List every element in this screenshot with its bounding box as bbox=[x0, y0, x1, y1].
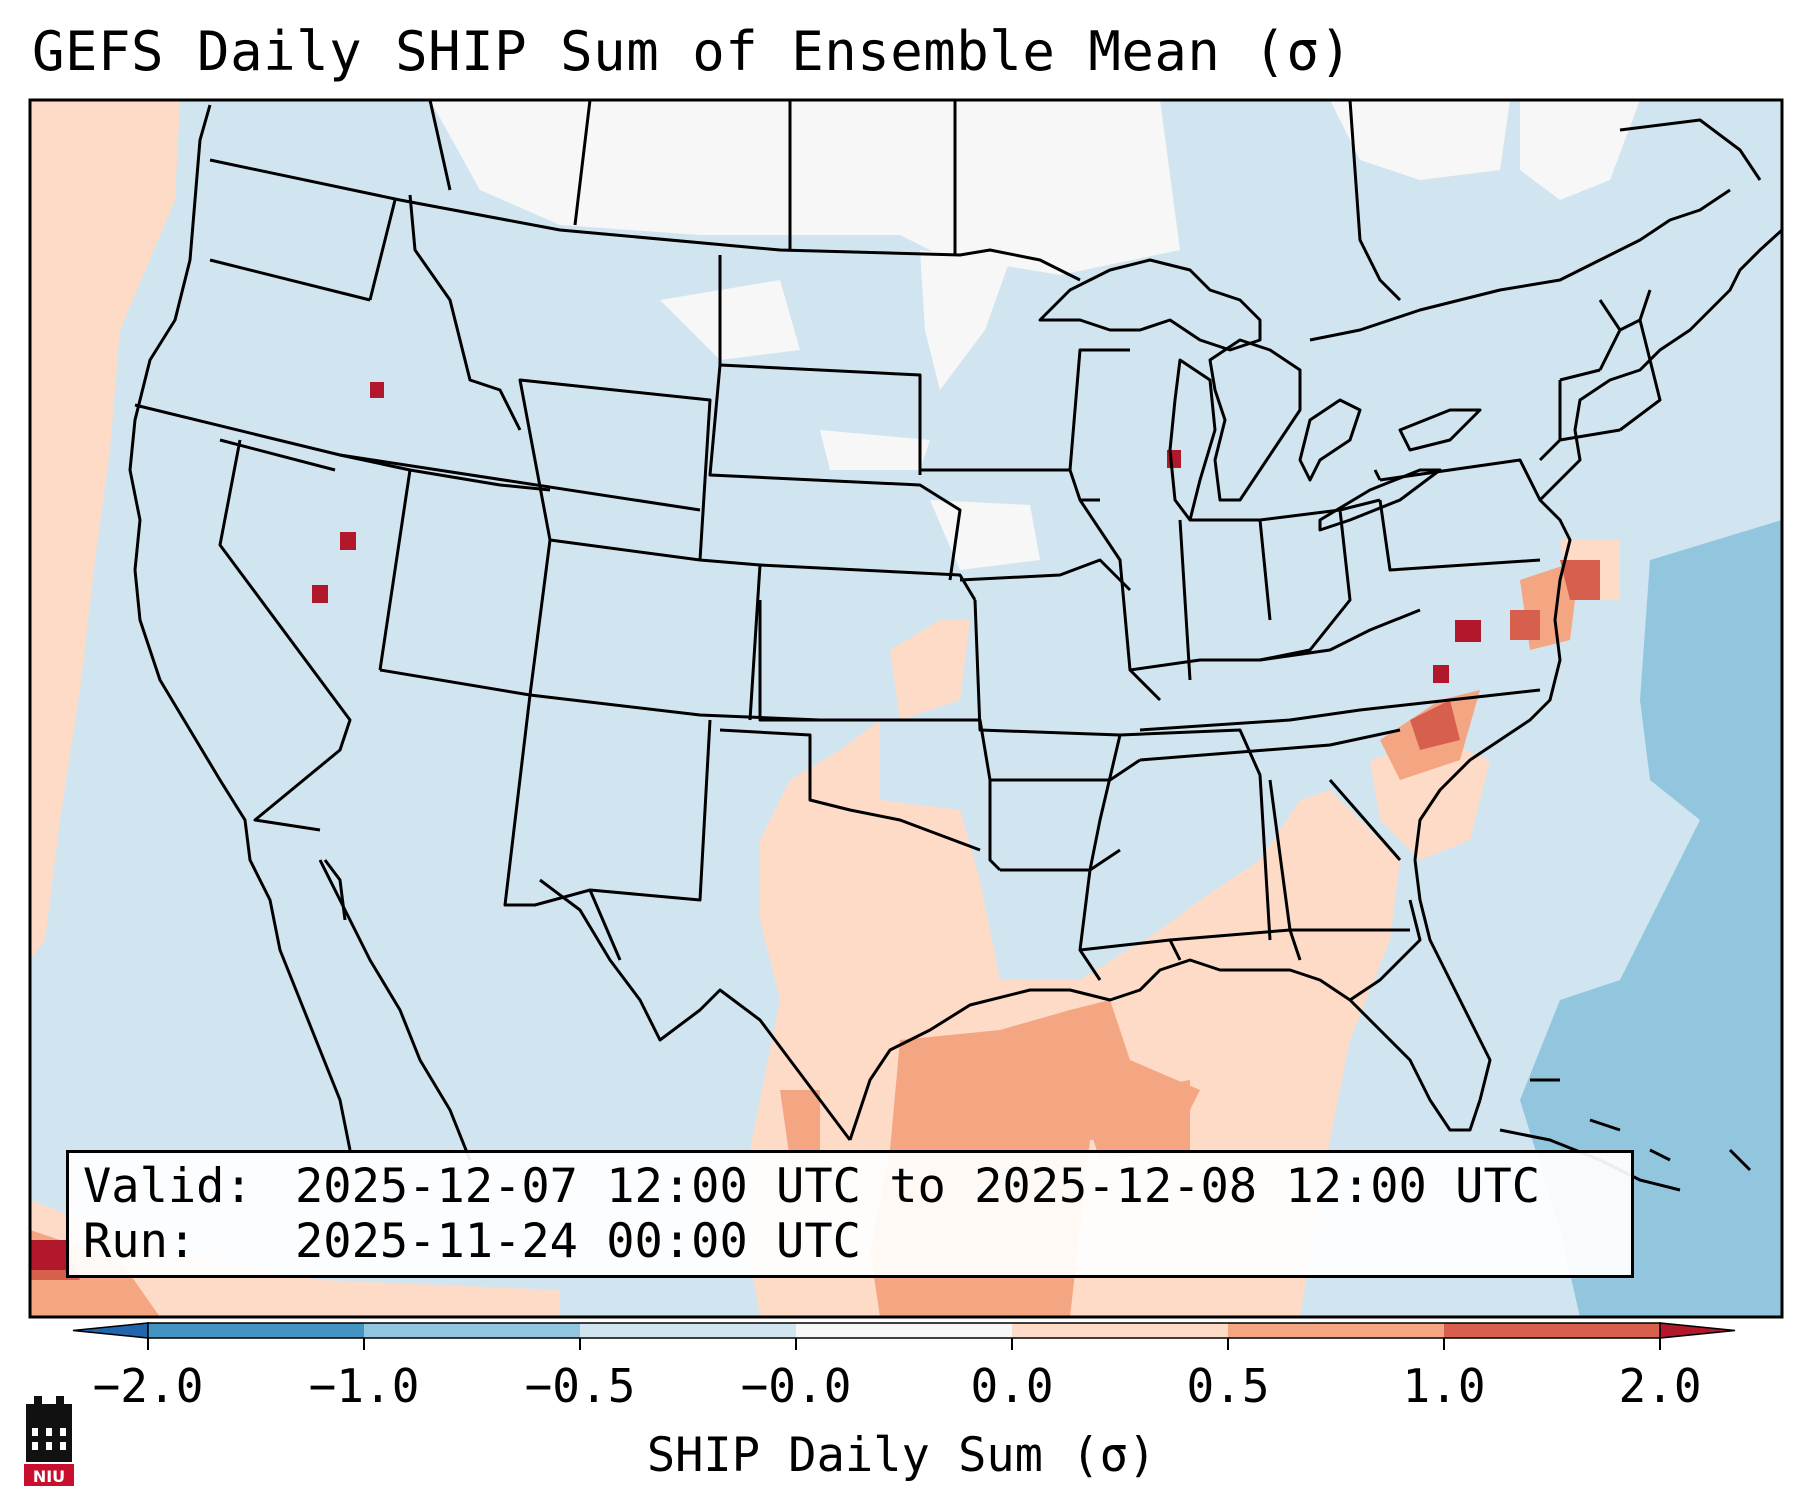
colorbar-segment-4 bbox=[1012, 1323, 1229, 1338]
colorbar-tick-label-2: −0.5 bbox=[525, 1359, 636, 1413]
near-zero-region bbox=[430, 100, 1640, 570]
colorbar-segment-1 bbox=[364, 1323, 581, 1338]
colorbar-tick-label-3: −0.0 bbox=[741, 1359, 852, 1413]
niu-logo-icon: NIU bbox=[24, 1396, 74, 1486]
negative-region bbox=[1520, 520, 1782, 1317]
extreme-positive-cells bbox=[30, 382, 1481, 1270]
colorbar-label: SHIP Daily Sum (σ) bbox=[646, 1428, 1157, 1483]
colorbar-segment-5 bbox=[1228, 1323, 1445, 1338]
valid-label: Valid: bbox=[83, 1159, 253, 1214]
colorbar-segment-6 bbox=[1444, 1323, 1661, 1338]
valid-value: 2025-12-07 12:00 UTC to 2025-12-08 12:00… bbox=[295, 1159, 1541, 1214]
colorbar-tick-label-4: 0.0 bbox=[970, 1359, 1053, 1413]
colorbar-tick-label-6: 1.0 bbox=[1402, 1359, 1485, 1413]
colorbar-segment-2 bbox=[580, 1323, 797, 1338]
run-value: 2025-11-24 00:00 UTC bbox=[295, 1214, 861, 1269]
colorbar-extend-low bbox=[72, 1322, 149, 1339]
colorbar-tick-label-0: −2.0 bbox=[93, 1359, 204, 1413]
colorbar-segment-3 bbox=[796, 1323, 1013, 1338]
logo-text: NIU bbox=[33, 1467, 65, 1486]
map-borders bbox=[128, 100, 1782, 1192]
chart-title: GEFS Daily SHIP Sum of Ensemble Mean (σ) bbox=[32, 20, 1353, 83]
map-frame bbox=[28, 98, 1784, 1319]
colorbar-outline bbox=[147, 1322, 1661, 1339]
colorbar-tick-label-5: 0.5 bbox=[1186, 1359, 1269, 1413]
west-pacific-coast-positive bbox=[30, 100, 560, 1317]
run-label: Run: bbox=[83, 1214, 197, 1269]
colorbar-extend-high bbox=[1659, 1322, 1736, 1339]
run-time-line: Run: 2025-11-24 00:00 UTC bbox=[83, 1214, 861, 1269]
info-box: Valid: 2025-12-07 12:00 UTC to 2025-12-08… bbox=[66, 1150, 1634, 1278]
colorbar-tick-label-7: 2.0 bbox=[1618, 1359, 1701, 1413]
colorbar-tick-label-1: −1.0 bbox=[309, 1359, 420, 1413]
valid-time-line: Valid: 2025-12-07 12:00 UTC to 2025-12-08… bbox=[83, 1159, 1540, 1214]
colorbar-segment-0 bbox=[148, 1323, 365, 1338]
